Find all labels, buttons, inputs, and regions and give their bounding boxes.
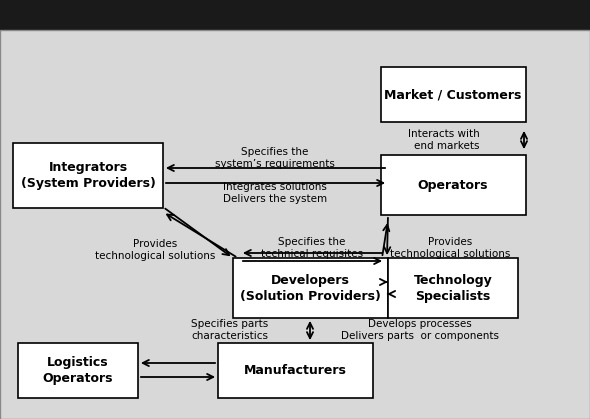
Text: Logistics
Operators: Logistics Operators [42,355,113,385]
Text: Manufacturers: Manufacturers [244,364,346,377]
Text: Interacts with
end markets: Interacts with end markets [408,129,480,151]
Text: Market / Customers: Market / Customers [384,88,522,101]
Text: Technology
Specialists: Technology Specialists [414,274,493,303]
Text: Provides
technological solutions: Provides technological solutions [95,239,215,261]
Bar [218,342,372,398]
Text: Specifies the
system’s requirements: Specifies the system’s requirements [215,147,335,169]
Bar [13,142,163,207]
Bar [381,155,526,215]
Text: Integrates solutions
Delivers the system: Integrates solutions Delivers the system [223,182,327,204]
Text: Developers
(Solution Providers): Developers (Solution Providers) [240,274,381,303]
Text: Specifies the
technical requisites: Specifies the technical requisites [261,237,363,259]
Text: Develops processes
Delivers parts  or components: Develops processes Delivers parts or com… [341,319,499,341]
Bar [381,67,526,122]
Bar [388,258,518,318]
Text: Operators: Operators [418,178,489,191]
Text: Integrators
(System Providers): Integrators (System Providers) [21,160,155,189]
Bar [18,342,138,398]
Bar [232,258,388,318]
Text: Provides
technological solutions: Provides technological solutions [390,237,510,259]
Text: Specifies parts
characteristics: Specifies parts characteristics [191,319,268,341]
